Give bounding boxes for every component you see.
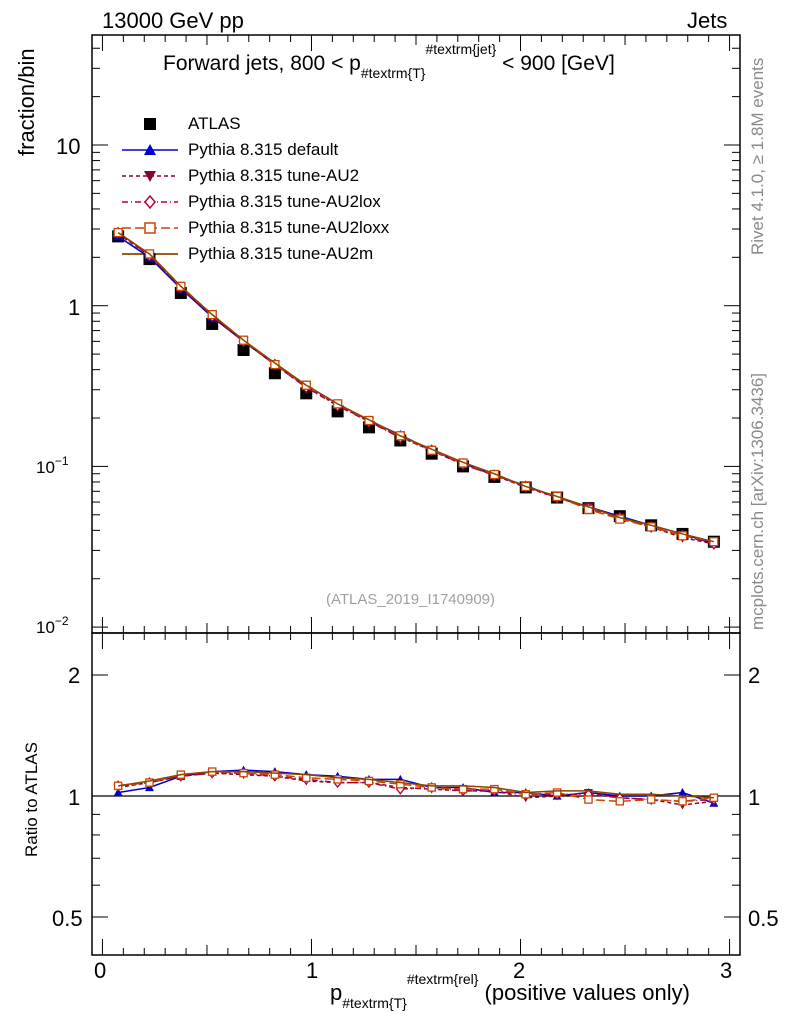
legend-item-au2lox: Pythia 8.315 tune-AU2lox: [120, 189, 381, 215]
header-right: Jets: [687, 8, 728, 33]
y-tick-label-top: 10: [56, 134, 81, 159]
plot-title: Forward jets, 800 < p#textrm{T} #textrm{j…: [163, 41, 615, 81]
legend-label: Pythia 8.315 tune-AU2loxx: [188, 218, 390, 237]
ratio-line: [118, 770, 714, 799]
legend-marker-square-filled-icon: [144, 118, 156, 130]
x-tick-label: 2: [513, 958, 526, 983]
x-axis-label-sup: #textrm{rel}: [406, 971, 479, 987]
data-point: [237, 344, 250, 357]
legend-marker-square-open-icon: [122, 222, 178, 234]
data-point: [615, 797, 625, 806]
series-2: [113, 229, 719, 549]
x-tick-label: 0: [94, 958, 107, 983]
y-tick-label-bottom-right: 0.5: [748, 906, 779, 931]
series-line: [117, 233, 715, 545]
legend-label: ATLAS: [188, 114, 241, 133]
y-tick-label-bottom-right: 2: [748, 663, 761, 688]
data-point: [646, 795, 656, 804]
legend-marker-diamond-open-icon: [122, 194, 178, 210]
series-5: [117, 231, 715, 543]
data-point: [677, 531, 688, 541]
y-tick-label-top: 1: [68, 295, 81, 320]
data-point: [490, 784, 499, 794]
data-point: [396, 779, 405, 789]
legend-item-atlas: ATLAS: [120, 111, 241, 137]
legend-label: Pythia 8.315 tune-AU2lox: [188, 192, 381, 211]
y-tick-label-top: 10−2: [36, 614, 69, 637]
data-point: [270, 770, 280, 779]
legend-marker-triangle-up-icon: [122, 144, 178, 155]
legend-label: Pythia 8.315 tune-AU2: [188, 166, 360, 185]
legend-label: Pythia 8.315 tune-AU2m: [188, 244, 374, 263]
plot-title-sup: #textrm{jet}: [425, 41, 497, 57]
x-tick-label: 3: [720, 958, 733, 983]
x-tick-label: 1: [306, 958, 319, 983]
legend-marker-triangle-down-icon: [122, 171, 178, 182]
series-3: [113, 226, 719, 550]
y-tick-label-bottom-left: 2: [68, 663, 81, 688]
legend-label: Pythia 8.315 default: [188, 140, 339, 159]
analysis-watermark: (ATLAS_2019_I1740909): [326, 591, 496, 608]
data-point: [145, 778, 154, 787]
data-point: [268, 367, 281, 380]
data-point: [583, 504, 594, 515]
legend-item-au2loxx: Pythia 8.315 tune-AU2loxx: [120, 215, 389, 241]
plot-title-pre: Forward jets, 800 < p: [163, 52, 361, 75]
data-point: [678, 797, 687, 806]
top-panel-frame: [91, 34, 741, 634]
data-point: [427, 783, 436, 792]
ratio-line: [118, 770, 714, 803]
ratio-series-1: [113, 769, 719, 810]
plot-title-post: < 900 [GeV]: [496, 52, 615, 75]
y-tick-label-bottom-right: 1: [748, 785, 761, 810]
series-line: [117, 231, 715, 543]
data-point: [521, 790, 530, 799]
series-line: [117, 235, 715, 545]
data-point: [678, 788, 688, 797]
legend-item-default: Pythia 8.315 default: [120, 137, 338, 163]
y-tick-label-top: 10−1: [36, 454, 69, 477]
header-left: 13000 GeV pp: [102, 8, 244, 33]
data-point: [270, 359, 280, 370]
x-axis-label-post: (positive values only): [478, 980, 690, 1005]
data-point: [552, 788, 562, 797]
series-0: [112, 230, 720, 548]
data-point: [333, 775, 342, 784]
y-tick-label-bottom-left: 0.5: [52, 906, 83, 931]
series-4: [113, 227, 719, 547]
y-tick-label-bottom-left: 1: [68, 785, 81, 810]
data-point: [584, 795, 593, 804]
data-point: [113, 788, 123, 797]
x-axis-label-sub: #textrm{T}: [342, 995, 407, 1011]
ratio-series-4: [118, 770, 714, 799]
x-axis-label: p#textrm{T} #textrm{rel} (positive values…: [330, 971, 690, 1011]
ratio-line: [118, 772, 714, 803]
series-1: [113, 231, 719, 548]
data-point: [239, 768, 248, 778]
x-axis-label-pre: p: [330, 980, 343, 1005]
series-line: [117, 231, 715, 543]
legend-item-au2: Pythia 8.315 tune-AU2: [120, 163, 359, 189]
data-point: [364, 776, 374, 786]
series-line: [117, 232, 715, 545]
plot-title-sub: #textrm{T}: [360, 65, 426, 81]
